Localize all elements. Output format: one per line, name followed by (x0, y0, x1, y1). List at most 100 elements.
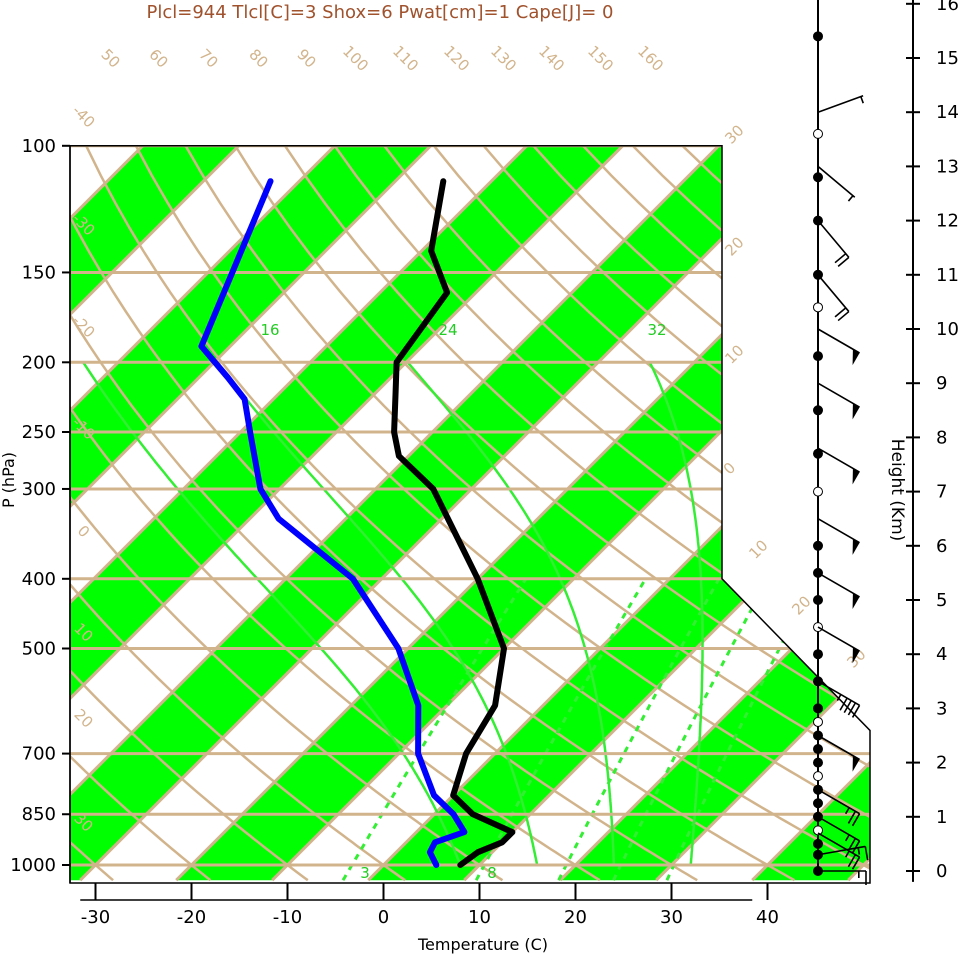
isotherm-label: -20 (69, 311, 99, 341)
isotherm-band (0, 146, 47, 880)
x-tick-label: 40 (756, 907, 779, 928)
wind-barb (817, 274, 850, 322)
height-tick-label: 12 (936, 211, 959, 232)
height-tick-label: 10 (936, 319, 959, 340)
wind-barb-shaft (817, 447, 860, 473)
height-marker (813, 172, 823, 183)
wind-barb-shaft (817, 220, 850, 258)
height-marker (813, 744, 823, 755)
height-tick-label: 1 (936, 807, 947, 828)
mixing-ratio-label: 8 (487, 864, 497, 882)
wind-barb-feather (847, 810, 857, 824)
isotherm-line (751, 145, 870, 882)
wind-barb-half-feather (857, 847, 861, 855)
y-tick-label: 300 (22, 479, 56, 500)
wind-barb-pennant (852, 647, 860, 664)
wind-barb-pennant (852, 349, 860, 366)
plot-area (0, 145, 870, 882)
height-marker (813, 838, 823, 849)
dry-adiabat-label: 70 (195, 45, 221, 71)
x-tick-label: -10 (273, 907, 302, 928)
height-marker (813, 128, 823, 139)
dry-adiabat-label: 150 (584, 42, 617, 75)
height-tick-label: 14 (936, 102, 959, 123)
isotherm-label-right: 30 (721, 121, 747, 147)
dewpoint-profile (198, 178, 468, 868)
dry-adiabat (283, 145, 870, 882)
y-tick-label: 100 (22, 136, 56, 157)
isotherm-label: -40 (69, 101, 99, 131)
wind-barb-half-feather (847, 195, 854, 202)
isotherm-label-right: 20 (721, 233, 747, 259)
dry-adiabat-label: 90 (293, 45, 319, 71)
height-marker (813, 31, 823, 42)
height-tick-label: 5 (936, 590, 947, 611)
wind-barb-shaft (817, 832, 860, 858)
y-tick-label: 700 (22, 744, 56, 765)
wind-profile (813, 0, 869, 885)
wind-barb (817, 789, 861, 827)
wind-barb (817, 165, 856, 202)
height-marker (813, 405, 823, 416)
height-tick-label: 13 (936, 156, 959, 177)
wind-barb-half-feather (844, 834, 850, 842)
wind-barb (817, 328, 860, 366)
height-tick-label: 0 (936, 861, 947, 882)
wind-barb-shaft (817, 328, 860, 354)
x-tick-label: 0 (378, 907, 389, 928)
isotherm-line (70, 145, 240, 882)
dry-adiabat-label: 160 (634, 42, 667, 75)
wind-barb (817, 680, 861, 718)
height-tick-label: 7 (936, 482, 947, 503)
wind-barb-feather (851, 856, 861, 870)
height-tick-label: 8 (936, 427, 947, 448)
dry-adiabat (70, 145, 406, 882)
height-axis-label: Height (Km) (887, 439, 907, 542)
wind-barb (817, 447, 860, 485)
isotherm-line (70, 145, 720, 882)
wind-barb-shaft (817, 626, 860, 652)
wind-barb-half-feather (844, 807, 850, 815)
height-marker (813, 825, 823, 836)
moist-adiabat-label: 32 (647, 321, 666, 339)
moist-adiabat-label: 16 (260, 321, 279, 339)
wind-barb-shaft (817, 518, 860, 544)
wind-barb-shaft (817, 816, 860, 842)
dry-adiabat-label: 50 (97, 45, 123, 71)
wind-barb-shaft (817, 165, 856, 198)
wind-barb-pennant (852, 755, 860, 772)
wind-barb (817, 816, 861, 854)
dry-adiabat (70, 145, 601, 882)
height-marker (813, 302, 823, 313)
x-tick-label: 30 (660, 907, 683, 928)
wind-barb-shaft (817, 95, 864, 113)
wind-barb-feather (851, 704, 861, 718)
y-tick-label: 150 (22, 262, 56, 283)
wind-barb-feather (847, 854, 857, 868)
dry-adiabat (70, 145, 309, 882)
wind-barb-feather (834, 253, 847, 264)
wind-barb-shaft (817, 382, 860, 408)
dry-adiabat (85, 145, 870, 882)
x-tick-label: -30 (81, 907, 110, 928)
moist-adiabat (216, 361, 539, 866)
height-tick-label: 3 (936, 698, 947, 719)
wind-barb (817, 626, 860, 664)
wind-barb-shaft (817, 274, 850, 313)
wind-barb-feather (837, 256, 850, 267)
y-axis-label: P (hPa) (0, 452, 18, 508)
height-tick-label: 9 (936, 373, 947, 394)
wind-barb-half-feather (844, 850, 850, 858)
wind-barb-feather (847, 702, 857, 716)
isotherm-line (70, 145, 624, 882)
isotherm-line (70, 145, 432, 882)
dry-adiabat-label: 140 (535, 42, 568, 75)
wind-barb-feather (843, 700, 852, 714)
wind-barb-feather (851, 813, 861, 827)
wind-barb-shaft (817, 572, 860, 598)
wind-barb-pennant (852, 593, 860, 610)
wind-barb (817, 95, 864, 113)
dry-adiabat-label: 60 (145, 45, 171, 71)
